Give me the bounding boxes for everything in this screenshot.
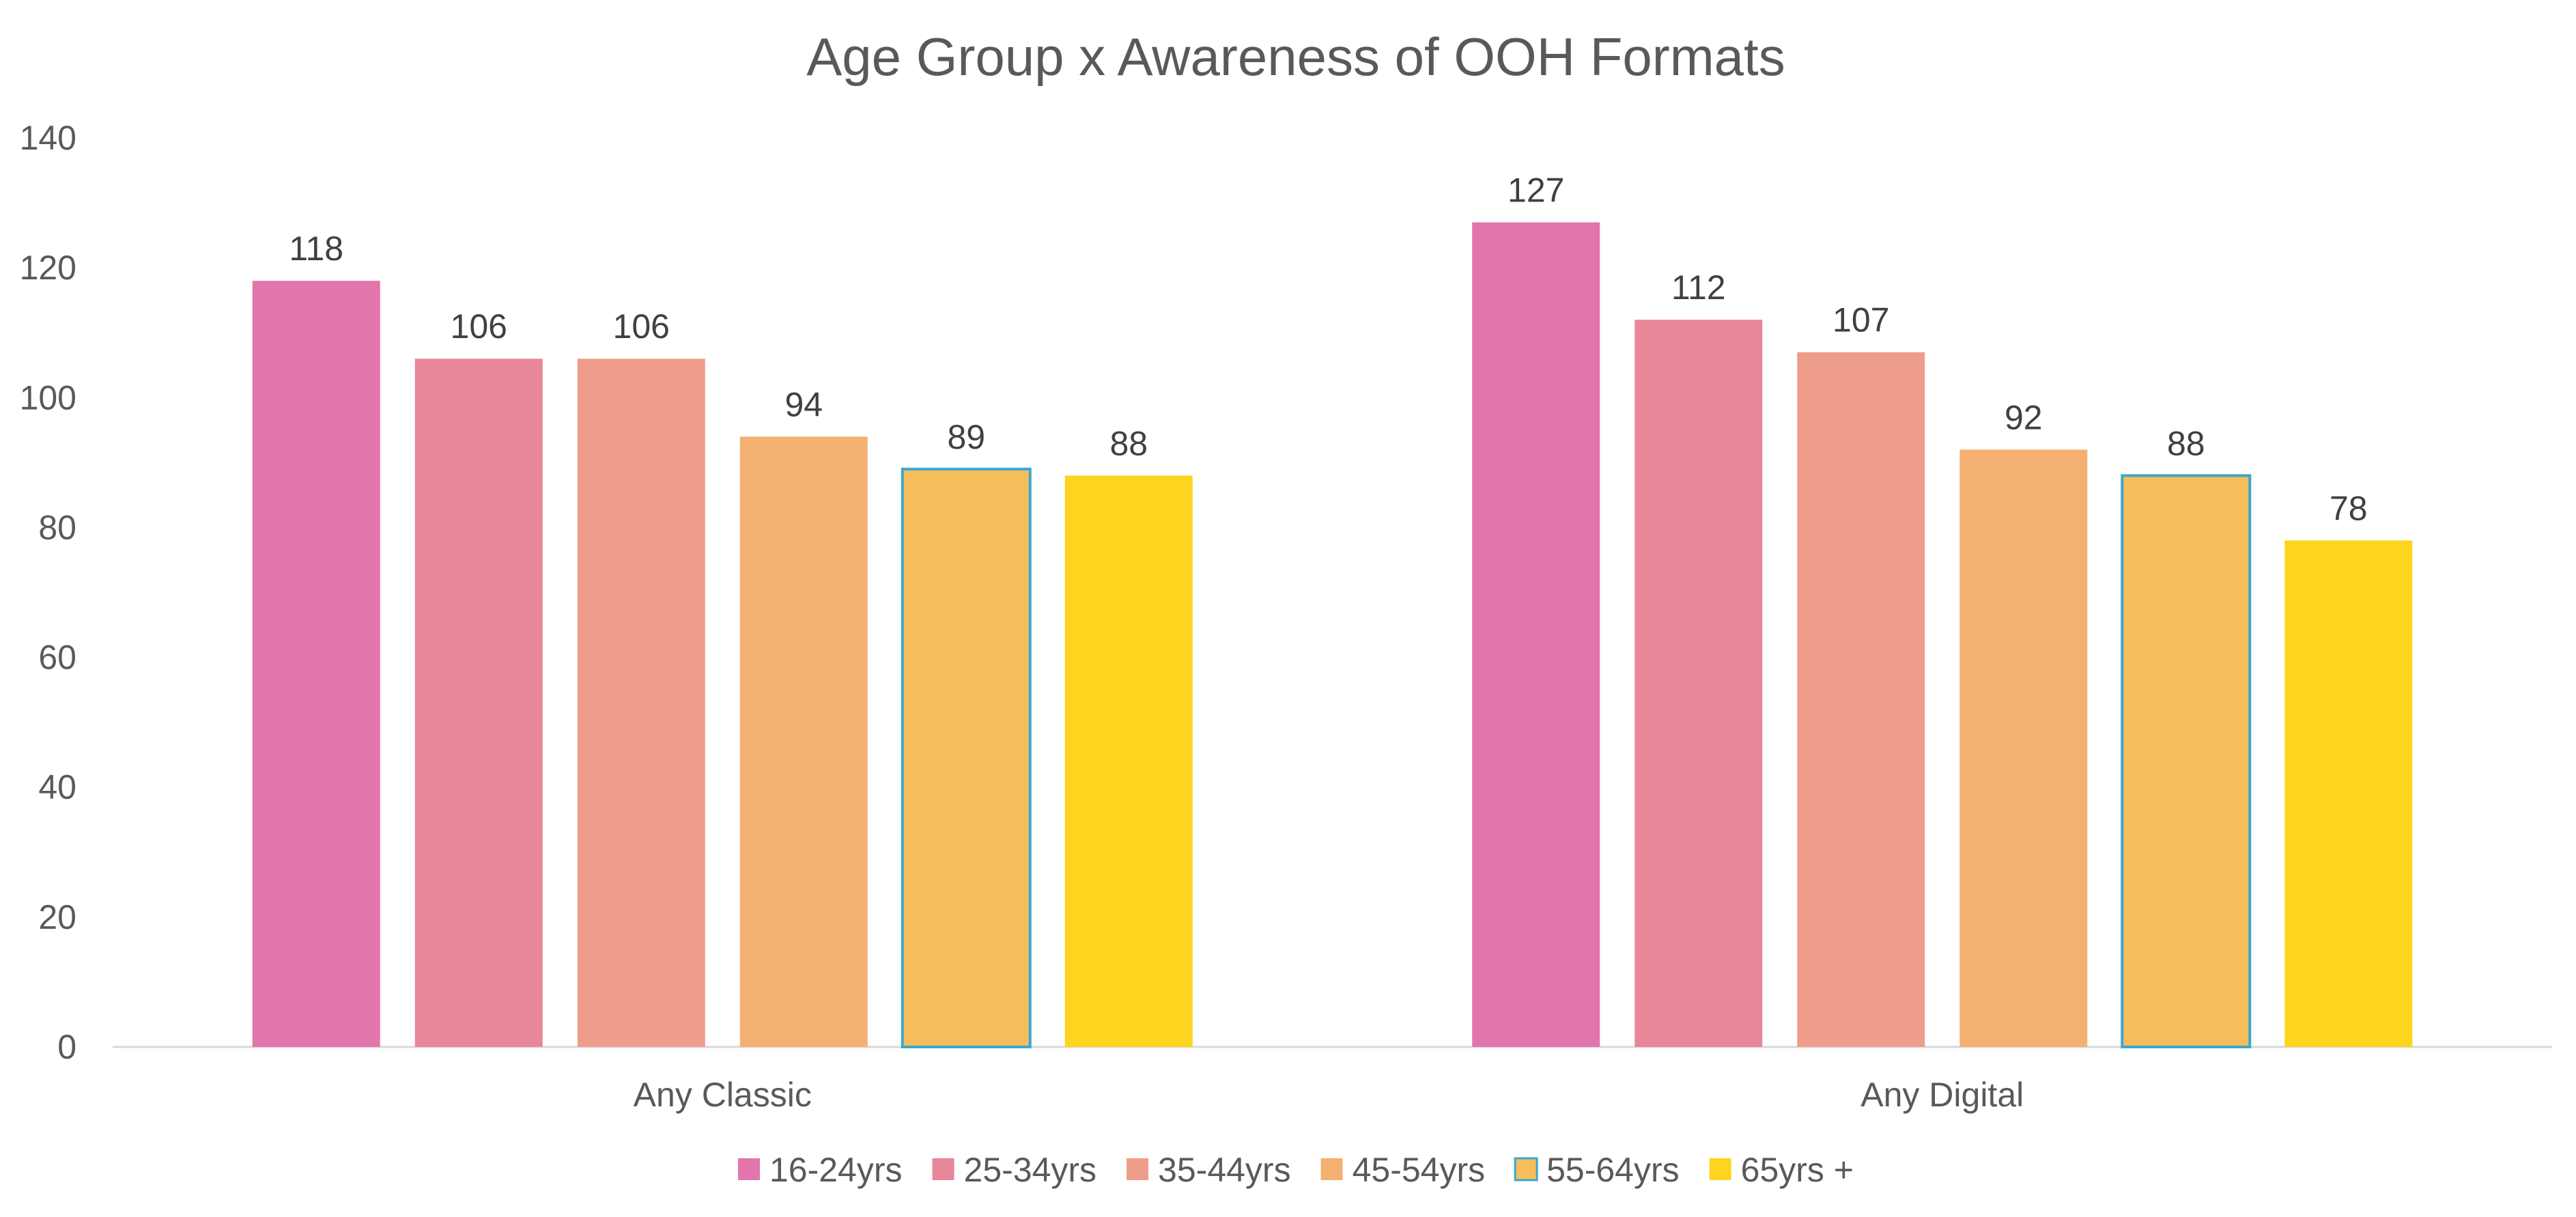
value-labels: 118 106 106 94 89 88 127 112 107 92 88 78 xyxy=(289,171,2367,528)
chart-title: Age Group x Awareness of OOH Formats xyxy=(806,27,1785,87)
y-axis-ticks: 0 20 40 60 80 100 120 140 xyxy=(20,119,76,1066)
legend: 16-24yrs 25-34yrs 35-44yrs 45-54yrs 55-64yrs… xyxy=(737,1151,1854,1189)
legend-label-45-54yrs: 45-54yrs xyxy=(1353,1151,1486,1189)
y-tick-label-20: 20 xyxy=(38,898,76,936)
value-label-any-classic-25-34yrs: 106 xyxy=(451,307,507,346)
value-label-any-classic-65yrs: 88 xyxy=(1109,424,1148,462)
legend-label-35-44yrs: 35-44yrs xyxy=(1158,1151,1291,1189)
value-label-any-digital-16-24yrs: 127 xyxy=(1508,171,1564,210)
bar-any-classic-45-54yrs xyxy=(739,436,868,1047)
bar-any-digital-45-54yrs xyxy=(1959,449,2088,1047)
bar-any-classic-65yrs xyxy=(1064,475,1193,1047)
value-label-any-classic-35-44yrs: 106 xyxy=(613,307,670,346)
bar-any-digital-55-64yrs xyxy=(2121,474,2252,1048)
y-tick-label-0: 0 xyxy=(57,1028,76,1066)
value-label-any-classic-45-54yrs: 94 xyxy=(784,385,823,423)
legend-swatch-65yrs xyxy=(1709,1158,1731,1180)
legend-swatch-25-34yrs xyxy=(932,1158,954,1180)
category-label-any-classic: Any Classic xyxy=(634,1076,812,1114)
y-tick-label-80: 80 xyxy=(38,508,76,546)
legend-label-16-24yrs: 16-24yrs xyxy=(769,1151,903,1189)
legend-label-55-64yrs: 55-64yrs xyxy=(1546,1151,1680,1189)
bar-any-classic-55-64yrs xyxy=(901,467,1032,1048)
bars xyxy=(252,222,2413,1048)
legend-label-65yrs: 65yrs + xyxy=(1741,1151,1854,1189)
legend-label-25-34yrs: 25-34yrs xyxy=(964,1151,1097,1189)
y-tick-label-60: 60 xyxy=(38,639,76,677)
bar-any-digital-16-24yrs xyxy=(1472,222,1600,1047)
legend-swatch-55-64yrs xyxy=(1514,1157,1538,1181)
value-label-any-digital-25-34yrs: 112 xyxy=(1671,268,1726,307)
value-label-any-classic-55-64yrs: 89 xyxy=(947,418,985,456)
value-label-any-digital-55-64yrs: 88 xyxy=(2167,424,2205,462)
y-tick-label-100: 100 xyxy=(20,378,76,417)
value-label-any-digital-65yrs: 78 xyxy=(2330,489,2368,527)
value-label-any-classic-16-24yrs: 118 xyxy=(289,229,343,268)
bar-any-digital-35-44yrs xyxy=(1797,352,1925,1047)
bar-any-digital-25-34yrs xyxy=(1634,320,1763,1048)
y-tick-label-40: 40 xyxy=(38,768,76,807)
bar-any-classic-35-44yrs xyxy=(577,359,705,1047)
bar-any-digital-65yrs xyxy=(2284,540,2413,1047)
legend-swatch-45-54yrs xyxy=(1320,1158,1343,1180)
value-label-any-digital-45-54yrs: 92 xyxy=(2005,398,2043,436)
bar-any-classic-25-34yrs xyxy=(414,359,543,1047)
bar-any-classic-16-24yrs xyxy=(252,281,380,1048)
category-label-any-digital: Any Digital xyxy=(1860,1076,2024,1114)
y-tick-label-120: 120 xyxy=(20,249,76,287)
legend-swatch-35-44yrs xyxy=(1127,1158,1149,1180)
category-labels: Any Classic Any Digital xyxy=(634,1076,2024,1114)
value-label-any-digital-35-44yrs: 107 xyxy=(1832,301,1889,339)
legend-swatch-16-24yrs xyxy=(737,1158,760,1180)
y-tick-label-140: 140 xyxy=(20,119,76,157)
